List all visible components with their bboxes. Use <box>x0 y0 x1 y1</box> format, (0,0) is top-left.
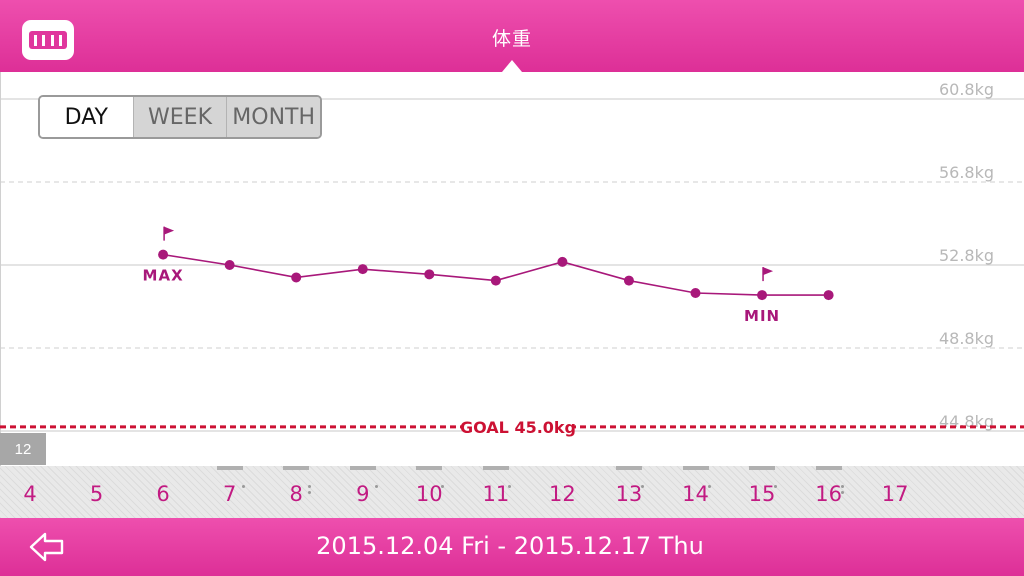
day-label[interactable]: 17 <box>881 482 909 506</box>
tab-day[interactable]: DAY <box>40 97 133 137</box>
y-tick-label: 52.8kg <box>939 246 994 265</box>
month-tab: 12 <box>0 433 46 465</box>
day-label[interactable]: 10 <box>415 482 443 506</box>
day-label[interactable]: 13 <box>615 482 643 506</box>
day-label[interactable]: 7 <box>222 482 237 506</box>
header-bar: 体重 <box>0 0 1024 72</box>
day-record-tab <box>815 466 842 470</box>
page-title: 体重 <box>491 29 532 50</box>
measuring-tape-icon <box>29 31 67 49</box>
day-label[interactable]: 6 <box>156 482 170 506</box>
y-tick-label: 48.8kg <box>939 329 994 348</box>
record-dot-icon <box>241 485 245 488</box>
max-label: MAX <box>143 267 184 285</box>
day-label[interactable]: 12 <box>549 482 576 506</box>
record-dot-icon <box>707 485 711 488</box>
record-dot-icon <box>507 485 511 488</box>
period-selector: DAY WEEK MONTH <box>38 95 322 139</box>
day-label[interactable]: 9 <box>356 482 370 506</box>
day-record-tab <box>349 466 376 470</box>
data-point <box>291 272 302 283</box>
record-dot-icon <box>774 485 778 488</box>
day-record-tab <box>283 466 310 470</box>
day-record-tab <box>682 466 709 470</box>
tab-month[interactable]: MONTH <box>226 97 320 137</box>
data-point <box>424 269 435 280</box>
weight-chart: 60.8kg 56.8kg 52.8kg 48.8kg 44.8kg GOAL 45.0k… <box>0 72 1024 466</box>
header-pointer <box>502 60 522 72</box>
y-tick-label: 60.8kg <box>939 80 994 99</box>
data-point <box>490 275 501 286</box>
day-label[interactable]: 5 <box>89 482 104 506</box>
day-record-tab <box>482 466 509 470</box>
day-record-tab <box>615 466 642 470</box>
day-record-tab <box>216 466 243 470</box>
menu-button[interactable] <box>22 20 74 60</box>
tab-week[interactable]: WEEK <box>132 97 227 137</box>
day-label[interactable]: 16 <box>815 482 842 506</box>
data-point <box>623 275 634 286</box>
footer-bar: 2015.12.04 Fri - 2015.12.17 Thu <box>0 518 1024 576</box>
record-dot-icon <box>640 485 644 488</box>
data-point <box>557 256 568 267</box>
data-point <box>357 264 368 275</box>
day-label[interactable]: 8 <box>289 482 303 506</box>
day-record-tab <box>416 466 443 470</box>
day-label[interactable]: 11 <box>482 482 510 506</box>
goal-label-bg <box>462 414 574 437</box>
weight-series-line <box>162 253 829 296</box>
goal-label: GOAL 45.0kg <box>460 418 576 437</box>
data-point <box>823 290 834 301</box>
record-dot-icon <box>441 485 445 488</box>
max-flag-icon <box>164 226 175 235</box>
data-point <box>757 290 768 301</box>
min-flag-icon <box>763 267 774 276</box>
data-point <box>224 260 235 270</box>
back-button[interactable] <box>28 530 68 564</box>
date-range-label: 2015.12.04 Fri - 2015.12.17 Thu <box>316 532 704 560</box>
day-label[interactable]: 15 <box>748 482 776 506</box>
data-point <box>158 249 169 260</box>
date-strip[interactable]: 4 5 6 7 8 9 10 11 12 13 14 15 16 17 <box>0 466 1024 518</box>
min-label: MIN <box>744 307 780 325</box>
data-point <box>690 288 701 299</box>
back-arrow-icon <box>29 532 64 562</box>
day-label[interactable]: 14 <box>682 482 709 506</box>
record-dot-icon <box>374 485 378 488</box>
y-tick-label: 56.8kg <box>939 163 994 182</box>
day-label[interactable]: 4 <box>23 482 37 506</box>
day-record-tab <box>749 466 776 470</box>
record-dot-icon <box>840 485 844 488</box>
record-dot-icon <box>308 485 312 488</box>
